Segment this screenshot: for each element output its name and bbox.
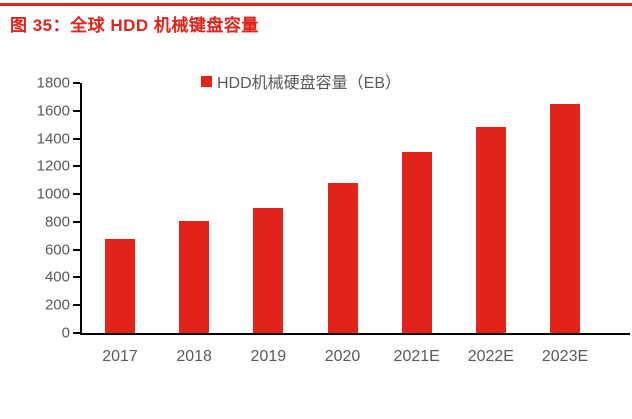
bar-2018 (179, 220, 210, 333)
x-tick-label-2021E: 2021E (393, 348, 440, 365)
plot-area (80, 83, 630, 335)
y-tick-mark-400 (73, 276, 80, 279)
y-tick-mark-0 (73, 332, 80, 334)
y-tick-mark-1800 (73, 82, 80, 84)
y-tick-mark-1200 (73, 165, 80, 168)
bar-2022E (475, 127, 506, 333)
top-rule (0, 3, 632, 6)
y-tick-label-200: 200 (44, 296, 70, 314)
y-tick-mark-1600 (73, 109, 80, 112)
y-tick-mark-1000 (73, 193, 80, 196)
y-tick-mark-800 (73, 220, 80, 223)
figure-title: 图 35：全球 HDD 机械键盘容量 (10, 16, 259, 35)
y-tick-label-1400: 1400 (36, 130, 70, 148)
y-tick-label-1800: 1800 (36, 74, 70, 92)
y-tick-mark-200 (73, 304, 80, 307)
x-tick-label-2020: 2020 (324, 348, 361, 365)
bar-2023E (550, 103, 581, 333)
bar-2021E (401, 152, 432, 333)
y-tick-label-0: 0 (61, 324, 70, 342)
y-tick-label-1600: 1600 (36, 102, 70, 120)
legend-label: HDD机械硬盘容量（EB） (217, 75, 402, 92)
x-tick-label-2022E: 2022E (467, 348, 514, 365)
y-tick-label-600: 600 (44, 241, 70, 259)
y-tick-label-1200: 1200 (36, 157, 70, 175)
bar-2017 (105, 238, 135, 333)
y-tick-mark-600 (73, 248, 80, 251)
bar-2020 (327, 183, 358, 333)
x-tick-label-2019: 2019 (250, 348, 287, 365)
y-tick-label-1000: 1000 (36, 185, 70, 203)
chart-legend: HDD机械硬盘容量（EB） (201, 72, 402, 92)
x-tick-label-2018: 2018 (176, 348, 212, 365)
bar-2019 (253, 208, 284, 333)
y-tick-label-400: 400 (44, 268, 70, 286)
y-tick-label-800: 800 (44, 213, 70, 231)
legend-swatch-icon (201, 76, 212, 87)
x-tick-label-2023E: 2023E (541, 348, 589, 365)
x-tick-label-2017: 2017 (102, 348, 138, 365)
y-tick-mark-1400 (73, 137, 80, 140)
